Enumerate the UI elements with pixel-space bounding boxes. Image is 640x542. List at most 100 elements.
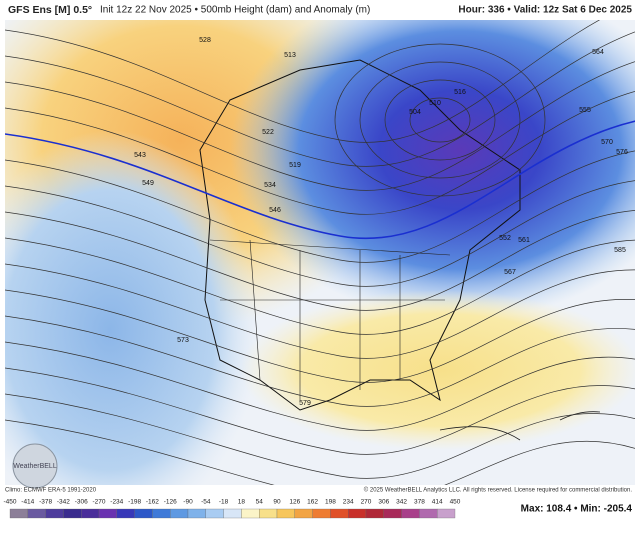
- contour-label: 528: [199, 37, 211, 44]
- coastline: [199, 59, 521, 411]
- colorbar-swatch: [419, 508, 438, 519]
- colorbar-label: -198: [128, 499, 141, 506]
- colorbar-swatch: [98, 508, 117, 519]
- contour-label: 552: [499, 235, 511, 242]
- colorbar-swatch: [81, 508, 100, 519]
- colorbar-label: -306: [75, 499, 88, 506]
- colorbar-swatch: [187, 508, 206, 519]
- contour-label: 564: [592, 49, 604, 56]
- height-contour: [5, 341, 635, 431]
- contour-label: 546: [269, 207, 281, 214]
- contour-label: 555: [579, 107, 591, 114]
- contour-label: 534: [264, 182, 276, 189]
- colorbar-label: 378: [414, 499, 425, 506]
- height-contour: [5, 289, 635, 383]
- colorbar-label: 414: [432, 499, 443, 506]
- contour-label: 513: [284, 52, 296, 59]
- colorbar: -450 -414 -378 -342 -306 -270 -234 -198 -162 -126…: [3, 499, 461, 519]
- height-contour: [5, 120, 635, 240]
- colorbar-label: -126: [164, 499, 177, 506]
- colorbar-swatch: [401, 508, 420, 519]
- colorbar-label: 450: [450, 499, 461, 506]
- model-name: GFS Ens [M] 0.5°: [8, 4, 92, 16]
- low-contour: [334, 43, 546, 197]
- colorbar-swatch: [27, 508, 46, 519]
- colorbar-swatch: [9, 508, 28, 519]
- contour-label: 543: [134, 152, 146, 159]
- colorbar-label: -234: [110, 499, 123, 506]
- colorbar-swatch: [45, 508, 64, 519]
- contour-label: 516: [454, 89, 466, 96]
- colorbar-label: -378: [39, 499, 52, 506]
- colorbar-label: -18: [219, 499, 229, 506]
- height-contour: [5, 150, 635, 263]
- colorbar-swatch: [152, 508, 171, 519]
- description: Init 12z 22 Nov 2025 • 500mb Height (dam…: [100, 5, 370, 16]
- colorbar-label: -54: [201, 499, 211, 506]
- height-contour: [5, 315, 635, 407]
- colorbar-swatch: [63, 508, 82, 519]
- colorbar-swatch: [276, 508, 295, 519]
- height-contour: [5, 367, 635, 455]
- colorbar-swatch: [205, 508, 224, 519]
- colorbar-label: -414: [21, 499, 34, 506]
- height-contour: [5, 61, 635, 191]
- colorbar-label: 270: [361, 499, 372, 506]
- contour-label: 573: [177, 337, 189, 344]
- logo-badge: [12, 443, 58, 489]
- colorbar-swatch: [348, 508, 367, 519]
- contour-label: 570: [601, 139, 613, 146]
- colorbar-swatch: [170, 508, 189, 519]
- height-contour: [5, 180, 635, 287]
- colorbar-label: 234: [343, 499, 354, 506]
- height-contour: [5, 419, 635, 485]
- stats: Max: 108.4 • Min: -205.4: [521, 504, 633, 515]
- negative-anomaly: [5, 130, 260, 485]
- colorbar-label: 54: [256, 499, 264, 506]
- colorbar-label: 342: [396, 499, 407, 506]
- positive-anomaly: [240, 290, 635, 450]
- contour-label: 519: [289, 162, 301, 169]
- height-contour: [5, 237, 635, 335]
- contour-label: 504: [409, 109, 421, 116]
- colorbar-swatch: [259, 508, 278, 519]
- colorbar-swatch: [365, 508, 384, 519]
- colorbar-swatch: [134, 508, 153, 519]
- contour-label: 585: [614, 247, 626, 254]
- colorbar-label: -450: [3, 499, 16, 506]
- colorbar-swatch: [437, 508, 456, 519]
- colorbar-swatch: [312, 508, 331, 519]
- contour-label: 510: [429, 100, 441, 107]
- low-contour: [359, 61, 521, 179]
- colorbar-label: -162: [146, 499, 159, 506]
- colorbar-label: 126: [289, 499, 300, 506]
- contour-label: 561: [518, 237, 530, 244]
- contour-label: 576: [616, 149, 628, 156]
- logo: WeatherBELL: [13, 463, 57, 470]
- colorbar-swatch: [383, 508, 402, 519]
- colorbar-swatch: [116, 508, 135, 519]
- colorbar-swatch: [223, 508, 242, 519]
- low-contour: [409, 97, 471, 143]
- colorbar-label: 198: [325, 499, 336, 506]
- colorbar-label: -270: [92, 499, 105, 506]
- contour-label: 549: [142, 180, 154, 187]
- negative-anomaly: [230, 20, 635, 320]
- valid-time: Hour: 336 • Valid: 12z Sat 6 Dec 2025: [458, 5, 632, 16]
- height-contour: [5, 393, 635, 479]
- map: 528 543 549 573 579 585 567 561 552 516 504 510 555 5…: [5, 20, 635, 485]
- colorbar-label: 90: [273, 499, 281, 506]
- height-contour: [5, 31, 635, 167]
- colorbar-label: 18: [238, 499, 246, 506]
- borders: [209, 239, 451, 400]
- height-contour: [5, 91, 635, 215]
- copyright: © 2025 WeatherBELL Analytics LLC. All ri…: [364, 487, 633, 494]
- colorbar-swatch: [294, 508, 313, 519]
- height-contour: [5, 20, 601, 143]
- islands: [439, 411, 601, 441]
- colorbar-swatch: [241, 508, 260, 519]
- colorbar-label: -342: [57, 499, 70, 506]
- colorbar-label: 306: [378, 499, 389, 506]
- colorbar-label: 162: [307, 499, 318, 506]
